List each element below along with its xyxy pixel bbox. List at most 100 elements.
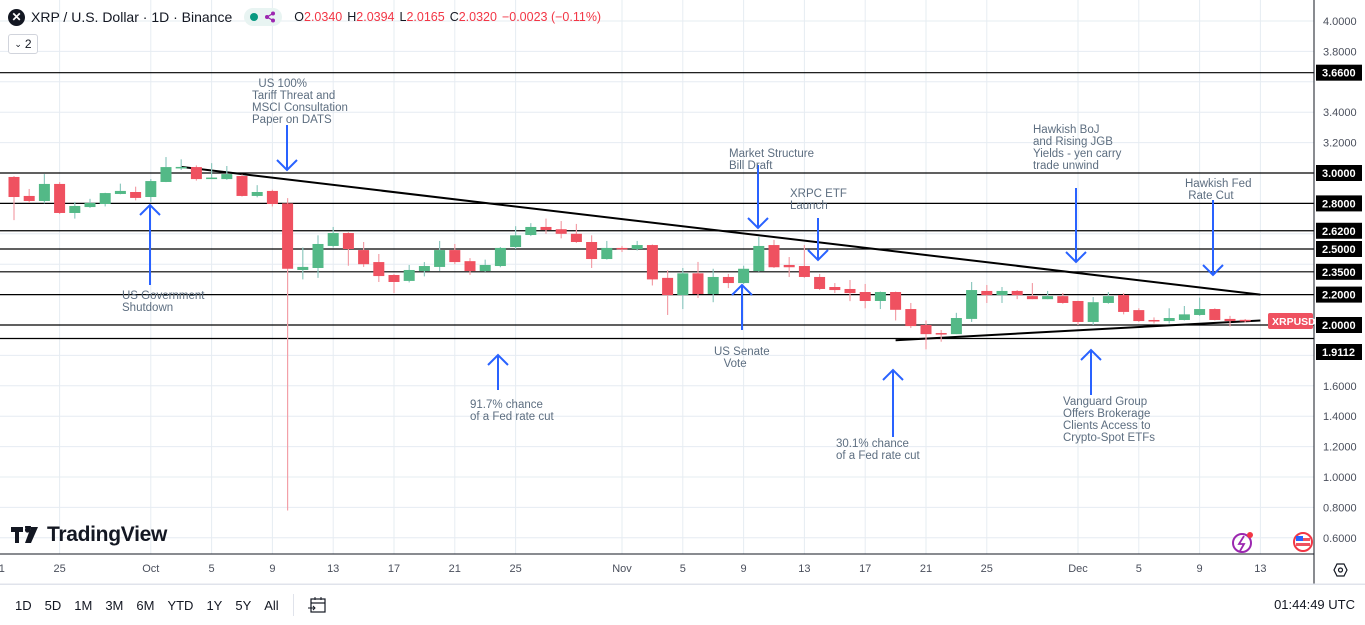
status-pill[interactable] xyxy=(244,8,283,26)
candle xyxy=(8,176,20,221)
annotation-text[interactable]: Market Structure Bill Draft xyxy=(729,148,814,172)
time-tick-label: 21 xyxy=(449,563,461,575)
arrow-head xyxy=(276,159,298,172)
price-level-tag-label: 3.6600 xyxy=(1322,68,1356,80)
range-button-5y[interactable]: 5Y xyxy=(235,597,252,613)
annotation-arrow-icon xyxy=(139,203,161,285)
time-tick-label: Nov xyxy=(612,563,632,575)
candle xyxy=(662,270,674,315)
range-button-1y[interactable]: 1Y xyxy=(206,597,223,613)
candle xyxy=(753,236,765,272)
ai-assistant-icon[interactable] xyxy=(1232,532,1253,553)
candle-body xyxy=(312,243,324,268)
candle xyxy=(1194,297,1206,316)
price-tick-label: 0.8000 xyxy=(1323,502,1357,514)
annotation-text[interactable]: Vanguard Group Offers Brokerage Clients … xyxy=(1063,396,1156,444)
candle xyxy=(692,261,704,298)
high-label: H xyxy=(347,10,357,24)
candle-body xyxy=(1239,319,1251,322)
candle xyxy=(494,247,506,268)
range-button-1m[interactable]: 1M xyxy=(74,597,93,613)
candle xyxy=(768,239,780,268)
range-button-5d[interactable]: 5D xyxy=(44,597,62,613)
price-level-tag xyxy=(1316,286,1362,303)
candle-body xyxy=(616,247,628,250)
candle xyxy=(935,330,947,342)
candle-body xyxy=(874,292,886,301)
candle-body xyxy=(935,333,947,335)
symbol-title[interactable]: XRP / U.S. Dollar · 1D · Binance xyxy=(31,9,233,25)
candle-body xyxy=(1133,310,1145,322)
candle xyxy=(464,258,476,275)
candle-body xyxy=(890,292,902,310)
ai-circle xyxy=(1232,533,1252,553)
candle xyxy=(722,273,734,289)
time-tick-label: 13 xyxy=(1254,563,1266,575)
candle-body xyxy=(434,250,446,267)
range-button-ytd[interactable]: YTD xyxy=(167,597,194,613)
arrow-head xyxy=(747,217,769,230)
candle-body xyxy=(677,273,689,296)
utc-clock[interactable]: 01:44:49 UTC xyxy=(1274,597,1355,612)
candle-body xyxy=(1042,296,1054,300)
candle-body xyxy=(297,266,309,270)
candle-body xyxy=(692,273,704,294)
annotation-text[interactable]: 30.1% chance of a Fed rate cut xyxy=(836,438,920,462)
open-value: 2.0340 xyxy=(304,10,343,24)
go-to-date-calendar-icon[interactable] xyxy=(307,597,326,613)
price-level-tag-label: 2.0000 xyxy=(1322,320,1356,332)
candle xyxy=(1178,306,1190,321)
candle-body xyxy=(1178,314,1190,320)
range-button-3m[interactable]: 3M xyxy=(105,597,124,613)
candle xyxy=(1011,290,1023,300)
range-button-1d[interactable]: 1D xyxy=(15,597,32,613)
candle xyxy=(981,285,993,303)
candle xyxy=(114,183,126,195)
candle xyxy=(1148,317,1160,324)
candle-body xyxy=(1011,290,1023,296)
candle-body xyxy=(1026,296,1038,300)
annotation-text[interactable]: Hawkish BoJ and Rising JGB Yields - yen … xyxy=(1033,124,1122,172)
annotation-text[interactable]: 91.7% chance of a Fed rate cut xyxy=(470,399,554,423)
candle-body xyxy=(646,245,658,280)
flag-canton xyxy=(1296,536,1303,541)
us-flag-icon[interactable] xyxy=(1293,532,1313,552)
candle xyxy=(266,189,278,207)
annotation-text[interactable]: Hawkish Fed Rate Cut xyxy=(1185,178,1252,202)
trend-line xyxy=(895,319,1261,342)
candle-body xyxy=(525,226,537,236)
ohlc-values: O2.0340 H2.0394 L2.0165 C2.0320 −0.0023 … xyxy=(294,10,601,24)
candle xyxy=(510,226,522,249)
flag-stripe xyxy=(1296,543,1310,546)
high-value: 2.0394 xyxy=(356,10,395,24)
candle-body xyxy=(38,183,50,201)
settings-icon[interactable] xyxy=(1333,563,1348,577)
candle xyxy=(570,223,582,243)
candle-body xyxy=(84,202,96,208)
candle xyxy=(1026,283,1038,300)
annotation-text[interactable]: XRPC ETF Launch xyxy=(790,188,847,212)
time-tick-label: 5 xyxy=(680,563,686,575)
annotation-text[interactable]: US 100% Tariff Threat and MSCI Consultat… xyxy=(252,78,348,126)
chevron-down-icon: ⌄ xyxy=(14,38,22,49)
annotation-arrow-icon xyxy=(747,165,769,230)
candle-body xyxy=(449,250,461,263)
candle-body xyxy=(479,264,491,272)
candle-body xyxy=(494,247,506,267)
price-level-tag xyxy=(1316,222,1362,239)
candle-body xyxy=(145,181,157,198)
range-button-6m[interactable]: 6M xyxy=(136,597,155,613)
tradingview-logo[interactable]: TradingView xyxy=(11,523,167,547)
annotation-text[interactable]: US Government Shutdown xyxy=(122,290,205,314)
candle xyxy=(905,302,917,329)
candle xyxy=(388,274,400,294)
time-tick-label: 9 xyxy=(1197,563,1203,575)
indicators-toggle-button[interactable]: ⌄ 2 xyxy=(8,34,38,54)
candle xyxy=(160,157,172,183)
annotation-text[interactable]: US Senate Vote xyxy=(714,346,770,370)
close-label: C xyxy=(449,10,459,24)
candle-body xyxy=(829,287,841,291)
range-button-all[interactable]: All xyxy=(264,597,279,613)
candle xyxy=(540,218,552,234)
